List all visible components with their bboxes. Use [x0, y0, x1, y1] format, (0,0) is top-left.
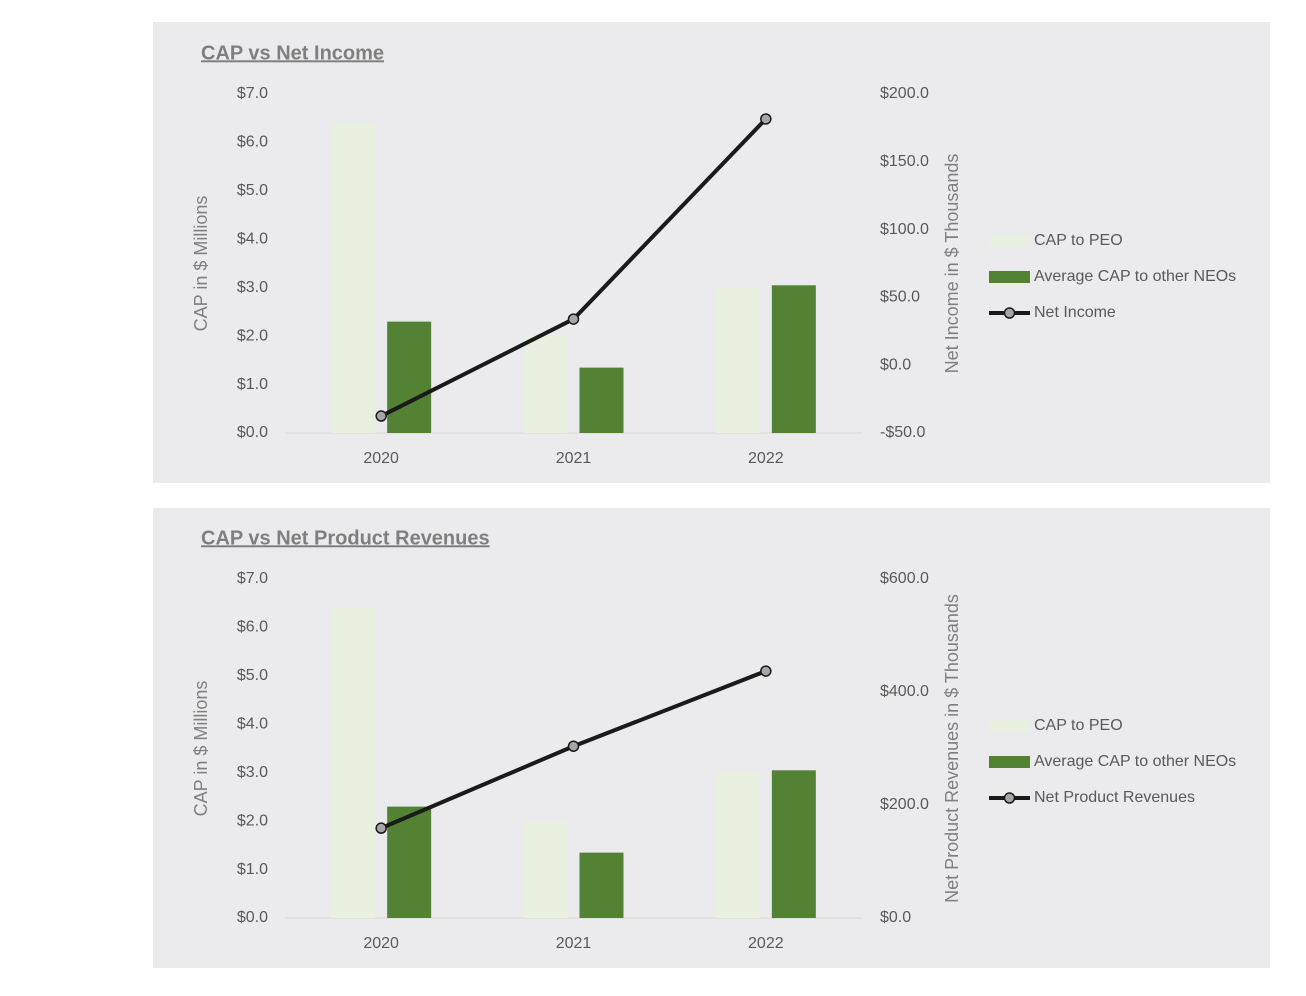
- y-tick-label: $7.0: [237, 85, 268, 102]
- x-tick-label: 2022: [748, 450, 784, 467]
- y-tick-label: $4.0: [237, 716, 268, 733]
- chart-title: CAP vs Net Income: [201, 42, 384, 64]
- y2-tick-label: $50.0: [880, 289, 920, 306]
- y-tick-label: $3.0: [237, 764, 268, 781]
- bar: [579, 367, 624, 433]
- y-tick-label: $6.0: [237, 619, 268, 636]
- y-tick-label: $5.0: [237, 667, 268, 684]
- legend-label: Net Product Revenues: [1034, 789, 1195, 806]
- y2-tick-label: $150.0: [880, 153, 929, 170]
- bar: [331, 608, 376, 918]
- y-tick-label: $7.0: [237, 570, 268, 587]
- x-tick-label: 2022: [748, 935, 784, 952]
- legend-swatch: [989, 756, 1030, 768]
- bar: [523, 336, 568, 433]
- line-marker: [760, 665, 772, 677]
- line-marker: [375, 410, 387, 422]
- y-axis-title: CAP in $ Millions: [191, 196, 211, 332]
- y-tick-label: $3.0: [237, 279, 268, 296]
- y-tick-label: $2.0: [237, 327, 268, 344]
- y2-axis-title: Net Product Revenues in $ Thousands: [942, 594, 962, 903]
- legend-label: Average CAP to other NEOs: [1034, 753, 1236, 770]
- legend-label: Average CAP to other NEOs: [1034, 268, 1236, 285]
- bar: [715, 772, 760, 918]
- y-axis-title: CAP in $ Millions: [191, 681, 211, 817]
- y-tick-label: $2.0: [237, 812, 268, 829]
- legend-swatch: [989, 235, 1030, 247]
- y-tick-label: $5.0: [237, 182, 268, 199]
- bar: [331, 123, 376, 434]
- y-tick-label: $6.0: [237, 134, 268, 151]
- y-tick-label: $4.0: [237, 231, 268, 248]
- panel: [153, 508, 1270, 968]
- y2-tick-label: $200.0: [880, 796, 929, 813]
- bar: [771, 770, 816, 918]
- bar: [387, 806, 432, 918]
- legend-label: CAP to PEO: [1034, 232, 1123, 249]
- y2-tick-label: $200.0: [880, 85, 929, 102]
- legend-swatch: [989, 720, 1030, 732]
- y-tick-label: $0.0: [237, 909, 268, 926]
- y2-tick-label: -$50.0: [880, 424, 925, 441]
- legend-label: CAP to PEO: [1034, 717, 1123, 734]
- y-tick-label: $1.0: [237, 861, 268, 878]
- line-marker: [375, 822, 387, 834]
- line-marker: [567, 740, 580, 752]
- y2-tick-label: $600.0: [880, 570, 929, 587]
- x-tick-label: 2021: [556, 935, 592, 952]
- line-marker: [567, 313, 580, 325]
- y2-tick-label: $0.0: [880, 909, 911, 926]
- x-tick-label: 2020: [363, 935, 399, 952]
- x-tick-label: 2021: [556, 450, 592, 467]
- y-tick-label: $1.0: [237, 376, 268, 393]
- y-tick-label: $0.0: [237, 424, 268, 441]
- bar: [579, 852, 624, 918]
- line-marker: [760, 113, 772, 125]
- bar: [771, 285, 816, 433]
- chart-title: CAP vs Net Product Revenues: [201, 527, 490, 549]
- bar: [523, 821, 568, 918]
- bar: [387, 321, 432, 433]
- y2-axis-title: Net Income in $ Thousands: [942, 154, 962, 374]
- y2-tick-label: $0.0: [880, 356, 911, 373]
- legend-marker: [1003, 307, 1016, 319]
- bar: [715, 287, 760, 433]
- y2-tick-label: $400.0: [880, 683, 929, 700]
- legend-swatch: [989, 271, 1030, 283]
- panel: [153, 22, 1270, 483]
- legend-label: Net Income: [1034, 304, 1116, 321]
- legend-marker: [1003, 792, 1016, 804]
- y2-tick-label: $100.0: [880, 221, 929, 238]
- x-tick-label: 2020: [363, 450, 399, 467]
